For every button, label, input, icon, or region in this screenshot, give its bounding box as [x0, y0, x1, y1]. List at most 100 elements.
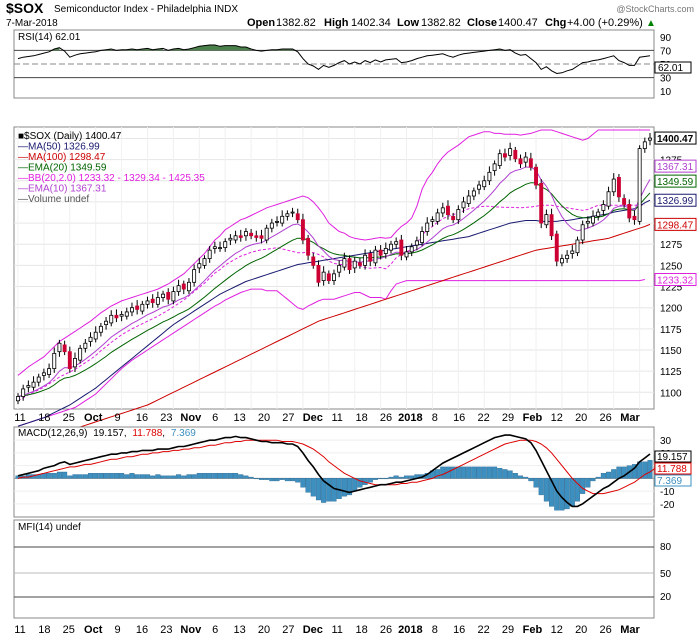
x-tick-label: 11	[331, 412, 342, 424]
macd-histogram-bar	[300, 478, 306, 488]
price-tick-label: 1125	[660, 367, 682, 378]
macd-histogram-bar	[222, 473, 228, 479]
macd-histogram-bar	[398, 476, 404, 479]
price-tick-label: 1225	[660, 283, 683, 294]
candle	[316, 260, 321, 287]
svg-text:Chg: Chg	[545, 17, 566, 29]
candle	[67, 346, 72, 373]
candle	[238, 229, 243, 242]
rsi-value-tag-text: 62.01	[658, 63, 683, 74]
macd-histogram-bar	[372, 478, 378, 480]
macd-histogram-bar	[585, 478, 591, 488]
candle	[181, 280, 186, 295]
candle	[544, 209, 549, 229]
macd-tick-label: 30	[660, 436, 672, 447]
x-tick-label: 8	[432, 412, 438, 424]
signal-value-tag	[654, 462, 692, 475]
candle	[471, 187, 476, 201]
candle	[420, 226, 425, 246]
candle	[249, 229, 254, 240]
candle	[57, 339, 62, 357]
candle	[606, 186, 611, 210]
candle	[41, 368, 46, 381]
x-tick-label: 20	[575, 624, 587, 636]
x-tick-label: Oct	[84, 412, 103, 424]
candle	[523, 152, 528, 168]
macd-histogram-bar	[134, 474, 140, 479]
candle	[565, 250, 570, 263]
x-axis-top: 11 18 25 Oct 9 16 23 Nov 6 13 20 27 Dec 11 18 26 2018 8 16…	[14, 412, 640, 424]
x-tick-label: 26	[380, 624, 392, 636]
x-tick-label: 25	[63, 412, 75, 424]
x-axis-bottom: 11 18 25 Oct 9 16 23 Nov 6 13 20 27 Dec 11 18 26 2018 8 16…	[14, 624, 640, 636]
candle	[280, 210, 285, 227]
candle	[373, 245, 378, 267]
candle	[601, 200, 606, 216]
macd-histogram-bar	[243, 475, 249, 479]
macd-histogram-bar	[455, 466, 461, 479]
bollinger-lower-line	[17, 279, 645, 427]
candle	[357, 257, 362, 269]
chart-date: 7-Mar-2018	[6, 18, 58, 29]
x-tick-label: Nov	[180, 624, 202, 636]
candle	[616, 174, 621, 202]
macd-histogram-bar	[326, 478, 332, 502]
price-tick-label: 1250	[660, 261, 683, 272]
candle	[88, 332, 93, 347]
rsi-tick-label: 10	[660, 87, 672, 98]
x-tick-label: 20	[258, 412, 270, 424]
candle	[591, 210, 595, 227]
macd-tick-label: -10	[660, 487, 675, 498]
candle	[295, 208, 300, 224]
candle	[575, 236, 580, 257]
candle	[326, 270, 331, 284]
x-tick-label: 18	[38, 624, 50, 636]
price-tag-text: 1298.47	[657, 220, 694, 231]
macd-histogram-bar	[383, 478, 389, 480]
macd-histogram-bar	[435, 469, 441, 479]
price-tag-text: 1326.99	[657, 196, 694, 207]
candle	[580, 220, 585, 245]
candle	[218, 241, 222, 252]
macd-histogram-bar	[492, 466, 498, 479]
svg-text:Low: Low	[397, 17, 419, 29]
candle	[300, 213, 305, 245]
candle	[332, 269, 336, 285]
x-tick-label: 16	[136, 624, 148, 636]
x-tick-label: Oct	[84, 624, 103, 636]
price-panel: ■$SOX (Daily) 1400.47—MA(50) 1326.99—MA(…	[13, 126, 697, 440]
x-tick-label: 12	[551, 624, 563, 636]
macd-histogram-bar	[207, 473, 213, 479]
mfi-label: MFI(14) undef	[18, 522, 81, 533]
macd-histogram-bar	[403, 475, 410, 479]
macd-histogram-bar	[46, 473, 52, 479]
price-tag-text: 1233.32	[657, 275, 694, 286]
macd-histogram-bar	[290, 478, 296, 482]
x-tick-label: 20	[258, 624, 270, 636]
candle	[197, 257, 202, 273]
svg-text:+4.00 (+0.29%): +4.00 (+0.29%)	[567, 17, 643, 29]
macd-histogram-bar	[321, 478, 327, 503]
mfi-panel: MFI(14) undef 80 50 20	[13, 519, 672, 619]
macd-line	[17, 434, 651, 508]
x-tick-label: 18	[355, 624, 367, 636]
x-tick-label: 6	[212, 412, 218, 424]
candle	[311, 252, 316, 269]
macd-histogram-bar	[450, 466, 456, 479]
x-tick-label: Mar	[620, 412, 640, 424]
candle	[207, 245, 212, 263]
candle	[275, 216, 279, 227]
macd-histogram-bar	[528, 478, 534, 482]
candle	[549, 208, 554, 240]
macd-histogram-bar	[155, 474, 161, 479]
candle	[254, 230, 259, 242]
legend-item: —MA(50) 1326.99	[18, 142, 100, 153]
candle	[161, 290, 166, 302]
macd-histogram-bar	[512, 473, 518, 479]
x-tick-label: Feb	[523, 412, 543, 424]
candle	[186, 278, 191, 295]
candle	[627, 199, 632, 223]
bollinger-middle-line	[17, 204, 645, 402]
macd-signal-line	[17, 439, 661, 495]
x-tick-label: 18	[355, 412, 367, 424]
